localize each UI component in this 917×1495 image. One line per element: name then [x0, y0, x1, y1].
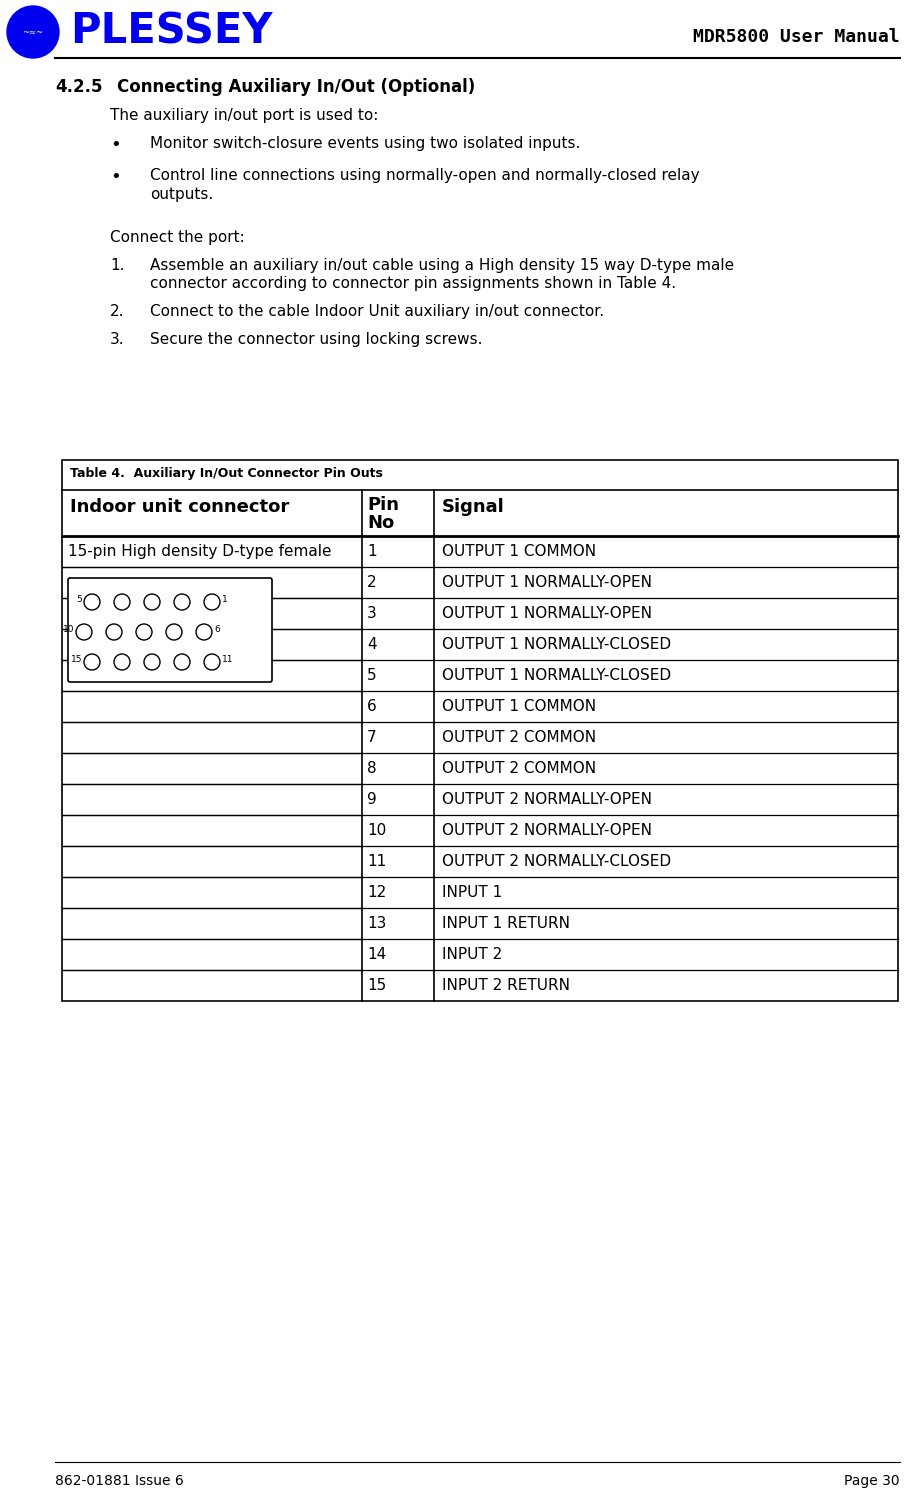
Text: Connect to the cable Indoor Unit auxiliary in/out connector.: Connect to the cable Indoor Unit auxilia… [150, 303, 604, 318]
Text: 1: 1 [367, 544, 377, 559]
Text: 1.: 1. [110, 259, 125, 274]
Text: No: No [367, 514, 394, 532]
Text: •: • [110, 167, 121, 185]
Text: 12: 12 [367, 885, 386, 900]
Text: 6: 6 [367, 700, 377, 715]
Text: OUTPUT 2 COMMON: OUTPUT 2 COMMON [442, 730, 596, 745]
Text: OUTPUT 2 NORMALLY-OPEN: OUTPUT 2 NORMALLY-OPEN [442, 792, 652, 807]
Text: 5: 5 [367, 668, 377, 683]
Text: 2.: 2. [110, 303, 125, 318]
Text: 14: 14 [367, 946, 386, 961]
Text: OUTPUT 2 NORMALLY-CLOSED: OUTPUT 2 NORMALLY-CLOSED [442, 854, 671, 869]
Text: PLESSEY: PLESSEY [70, 10, 272, 52]
Text: 4: 4 [367, 637, 377, 652]
Text: Assemble an auxiliary in/out cable using a High density 15 way D-type male: Assemble an auxiliary in/out cable using… [150, 259, 735, 274]
Text: 10: 10 [62, 625, 74, 634]
Text: INPUT 1 RETURN: INPUT 1 RETURN [442, 916, 570, 931]
Text: Pin: Pin [367, 496, 399, 514]
Text: Secure the connector using locking screws.: Secure the connector using locking screw… [150, 332, 482, 347]
Text: MDR5800 User Manual: MDR5800 User Manual [693, 28, 900, 46]
Text: The auxiliary in/out port is used to:: The auxiliary in/out port is used to: [110, 108, 379, 123]
Text: outputs.: outputs. [150, 187, 214, 202]
Text: 3.: 3. [110, 332, 125, 347]
Text: 6: 6 [214, 625, 220, 634]
Text: •: • [110, 136, 121, 154]
Text: Signal: Signal [442, 498, 504, 516]
Text: OUTPUT 1 NORMALLY-CLOSED: OUTPUT 1 NORMALLY-CLOSED [442, 637, 671, 652]
Text: OUTPUT 1 NORMALLY-CLOSED: OUTPUT 1 NORMALLY-CLOSED [442, 668, 671, 683]
Text: 5: 5 [76, 595, 82, 604]
Text: Page 30: Page 30 [845, 1474, 900, 1488]
Ellipse shape [7, 6, 59, 58]
Text: INPUT 2: INPUT 2 [442, 946, 503, 961]
Text: 15-pin High density D-type female: 15-pin High density D-type female [68, 544, 332, 559]
Text: Table 4.  Auxiliary In/Out Connector Pin Outs: Table 4. Auxiliary In/Out Connector Pin … [70, 466, 383, 480]
Text: ~≈~: ~≈~ [23, 27, 43, 36]
Text: 862-01881 Issue 6: 862-01881 Issue 6 [55, 1474, 183, 1488]
Text: 2: 2 [367, 576, 377, 591]
Text: INPUT 1: INPUT 1 [442, 885, 503, 900]
Text: 13: 13 [367, 916, 386, 931]
Text: 9: 9 [367, 792, 377, 807]
Text: Control line connections using normally-open and normally-closed relay: Control line connections using normally-… [150, 167, 700, 182]
Text: 10: 10 [367, 824, 386, 839]
Text: INPUT 2 RETURN: INPUT 2 RETURN [442, 978, 570, 993]
Text: 8: 8 [367, 761, 377, 776]
Text: OUTPUT 1 NORMALLY-OPEN: OUTPUT 1 NORMALLY-OPEN [442, 576, 652, 591]
Text: OUTPUT 1 COMMON: OUTPUT 1 COMMON [442, 544, 596, 559]
Text: Indoor unit connector: Indoor unit connector [70, 498, 289, 516]
Text: 1: 1 [222, 595, 227, 604]
Text: 3: 3 [367, 605, 377, 620]
Text: OUTPUT 2 COMMON: OUTPUT 2 COMMON [442, 761, 596, 776]
FancyBboxPatch shape [68, 579, 272, 682]
Text: 4.2.5: 4.2.5 [55, 78, 103, 96]
Text: 7: 7 [367, 730, 377, 745]
Text: 15: 15 [71, 655, 82, 664]
Text: Connect the port:: Connect the port: [110, 230, 245, 245]
Text: 11: 11 [222, 655, 234, 664]
Text: Connecting Auxiliary In/Out (Optional): Connecting Auxiliary In/Out (Optional) [117, 78, 475, 96]
Text: OUTPUT 1 NORMALLY-OPEN: OUTPUT 1 NORMALLY-OPEN [442, 605, 652, 620]
Text: connector according to connector pin assignments shown in Table 4.: connector according to connector pin ass… [150, 277, 676, 292]
Text: OUTPUT 2 NORMALLY-OPEN: OUTPUT 2 NORMALLY-OPEN [442, 824, 652, 839]
Text: 11: 11 [367, 854, 386, 869]
Text: OUTPUT 1 COMMON: OUTPUT 1 COMMON [442, 700, 596, 715]
Bar [62, 460, 898, 1002]
Text: 15: 15 [367, 978, 386, 993]
Text: Monitor switch-closure events using two isolated inputs.: Monitor switch-closure events using two … [150, 136, 580, 151]
